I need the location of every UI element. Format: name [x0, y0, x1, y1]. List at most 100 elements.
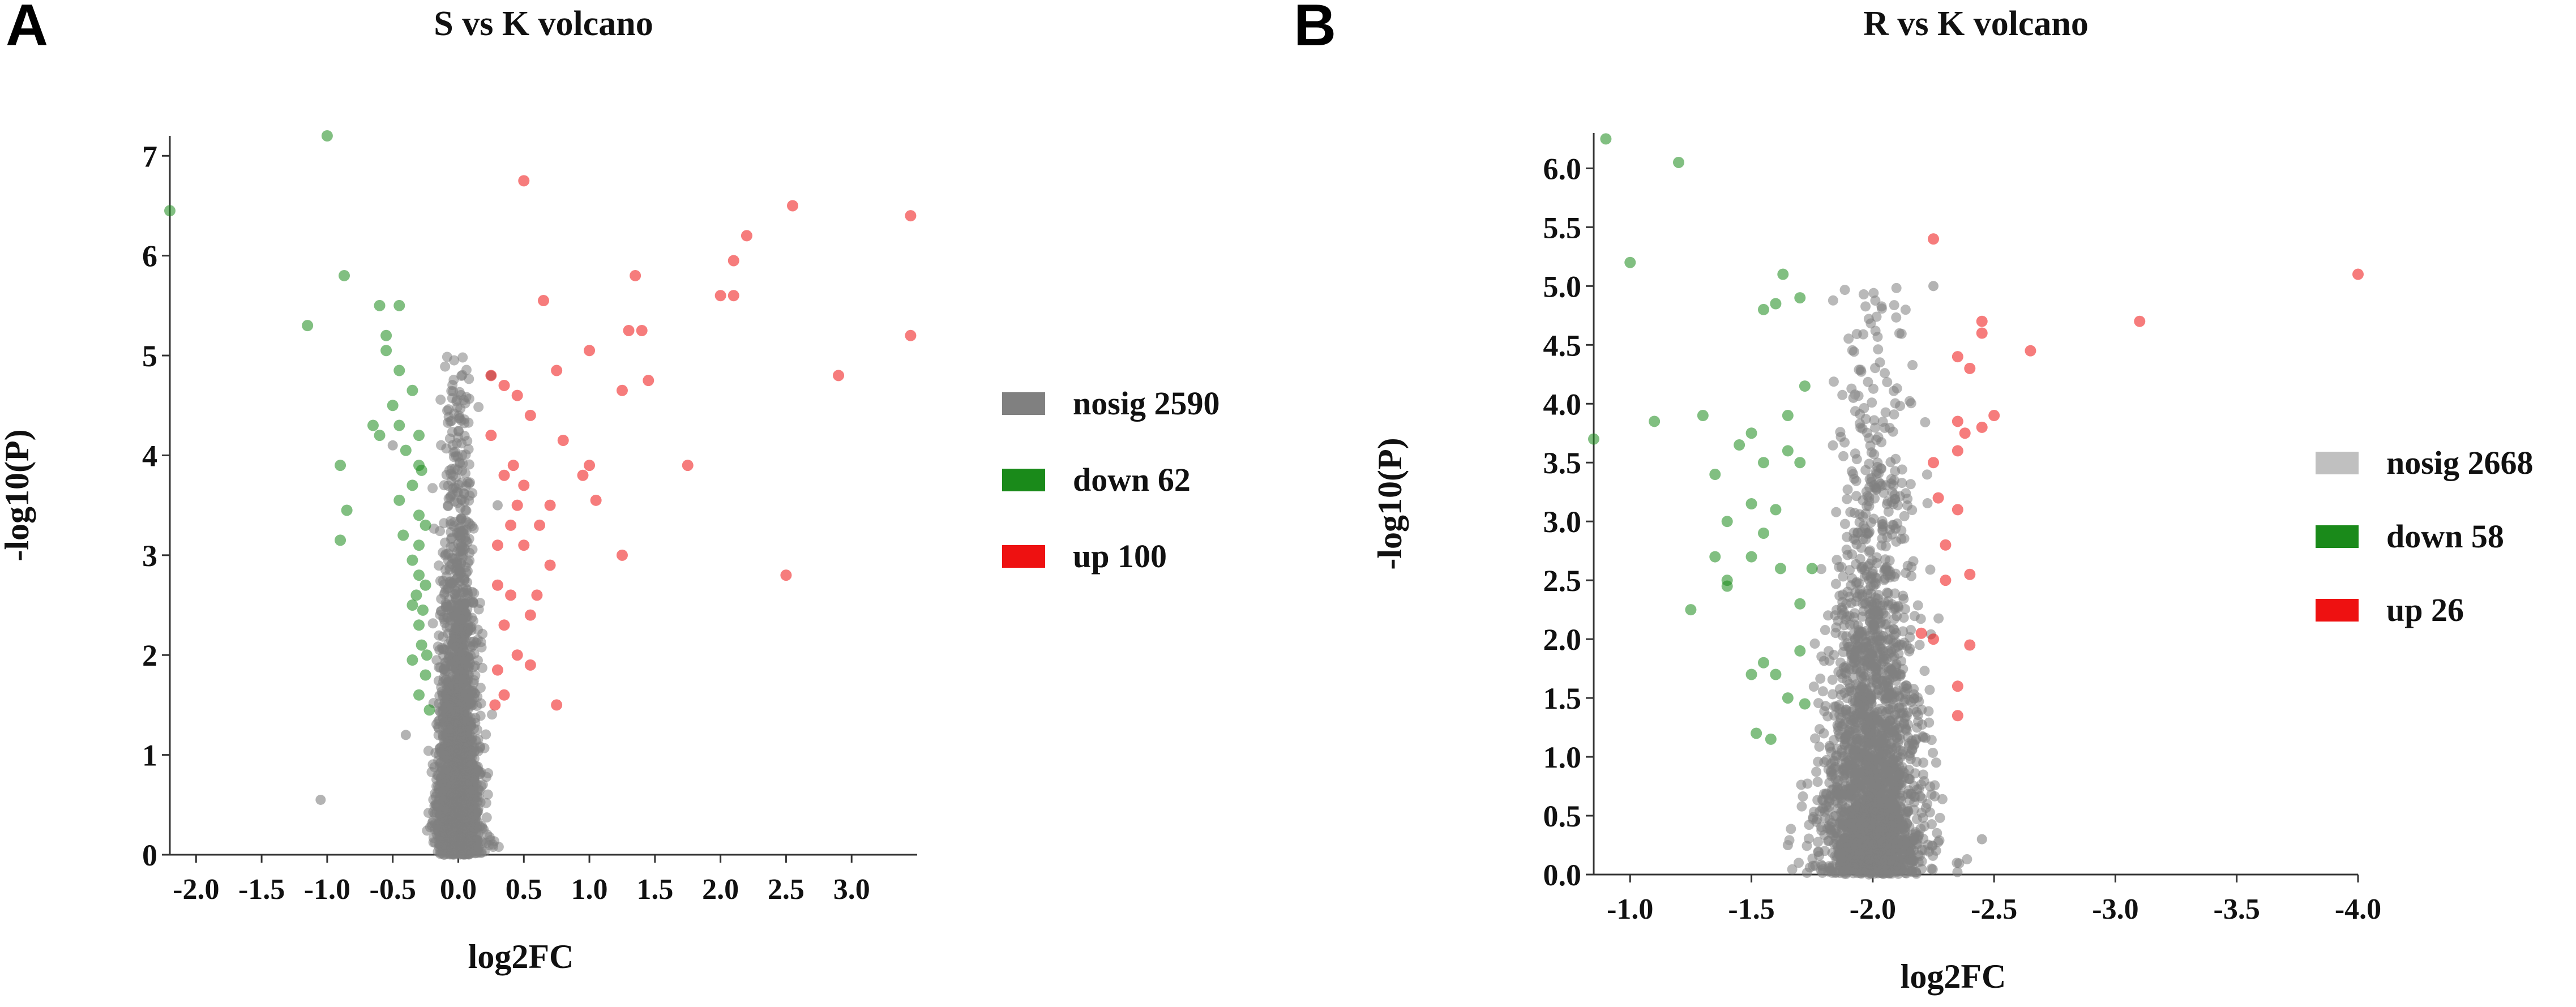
nosig-point [1880, 407, 1891, 418]
nosig-point [1820, 813, 1830, 824]
up-point [1952, 415, 1963, 427]
y-tick-label: 3.5 [1543, 446, 1582, 480]
nosig-point [470, 717, 481, 728]
nosig-point [1937, 794, 1948, 804]
nosig-point [1881, 829, 1892, 839]
nosig-point [1865, 571, 1876, 582]
up-point [590, 494, 602, 506]
nosig-point [1842, 611, 1852, 622]
up-point [518, 539, 530, 551]
up-point [524, 659, 536, 671]
nosig-point [1864, 854, 1875, 865]
nosig-point [1901, 680, 1912, 691]
down-point [387, 400, 399, 412]
nosig-point [477, 628, 488, 639]
nosig-point [1872, 828, 1883, 839]
nosig-point [456, 494, 467, 505]
x-tick-label: 3.0 [833, 873, 870, 906]
nosig-point [1914, 640, 1925, 650]
down-point [413, 569, 425, 581]
nosig-point [461, 481, 472, 491]
x-tick-label: 0.5 [506, 873, 542, 906]
up-point [616, 384, 628, 396]
nosig-point [1879, 597, 1890, 607]
nosig-point [1855, 422, 1866, 433]
up-series [1915, 233, 2364, 722]
down-point [413, 430, 425, 442]
nosig-point [1867, 839, 1878, 850]
nosig-point [1887, 702, 1898, 713]
up-point [905, 329, 917, 341]
y-axis-label: -log10(P) [0, 429, 36, 561]
nosig-point [1854, 578, 1864, 589]
nosig-point [1882, 766, 1893, 777]
nosig-point [1899, 511, 1910, 521]
up-point [498, 689, 510, 701]
nosig-point [1928, 281, 1939, 292]
x-tick-label: -2.0 [1850, 893, 1896, 925]
down-point [374, 299, 386, 311]
nosig-point [1823, 866, 1834, 877]
y-tick-label: 5.0 [1543, 269, 1582, 303]
nosig-point [1882, 377, 1893, 388]
nosig-point [1845, 619, 1855, 630]
panel-letter: A [6, 0, 48, 58]
nosig-point [450, 778, 461, 789]
down-point [1745, 498, 1757, 509]
nosig-point [1873, 772, 1884, 782]
nosig-point [1928, 747, 1939, 758]
nosig-point [475, 741, 486, 752]
up-point [1928, 457, 1939, 469]
y-axis-label: -log10(P) [1371, 438, 1409, 569]
up-point [518, 175, 530, 187]
up-point [531, 589, 543, 601]
nosig-point [1873, 780, 1884, 791]
nosig-point [1842, 861, 1852, 872]
x-tick-label: 2.0 [702, 873, 739, 906]
down-point [406, 599, 418, 611]
nosig-point [1851, 454, 1862, 465]
nosig-point [1895, 669, 1906, 680]
x-tick-label: -1.5 [1728, 893, 1774, 925]
nosig-point [1812, 777, 1823, 787]
nosig-point [1864, 433, 1875, 444]
y-tick-label: 0.0 [1543, 858, 1582, 892]
nosig-point [1843, 828, 1854, 838]
nosig-point [492, 500, 503, 511]
nosig-point [1830, 811, 1841, 821]
down-point [1624, 256, 1636, 268]
up-point [544, 499, 556, 511]
nosig-point [463, 655, 474, 666]
nosig-point [1846, 598, 1857, 609]
up-point [1928, 633, 1939, 645]
nosig-point [1835, 431, 1846, 442]
nosig-point [1962, 854, 1972, 864]
legend-label: up 100 [1073, 538, 1167, 575]
down-point [1770, 504, 1782, 516]
y-tick-label: 4.5 [1543, 328, 1582, 362]
nosig-point [1889, 409, 1899, 420]
nosig-point [1814, 724, 1825, 735]
nosig-point [1876, 480, 1887, 491]
x-tick-label: -2.5 [1971, 893, 2017, 925]
y-tick-label: 4 [142, 439, 157, 473]
up-point [1952, 710, 1963, 722]
nosig-point [1897, 640, 1907, 650]
nosig-point [1885, 457, 1896, 468]
plot-points [1588, 133, 2364, 880]
down-point [1751, 727, 1762, 739]
nosig-point [1828, 295, 1838, 306]
nosig-point [1890, 494, 1901, 504]
nosig-point [457, 370, 468, 380]
up-point [1959, 427, 1971, 439]
nosig-point [1824, 740, 1835, 751]
nosig-point [1838, 810, 1849, 821]
nosig-point [464, 495, 474, 506]
nosig-point [1824, 802, 1834, 812]
nosig-point [1855, 554, 1865, 564]
nosig-point [1891, 282, 1902, 293]
down-point [1697, 410, 1709, 422]
nosig-point [1833, 722, 1843, 733]
